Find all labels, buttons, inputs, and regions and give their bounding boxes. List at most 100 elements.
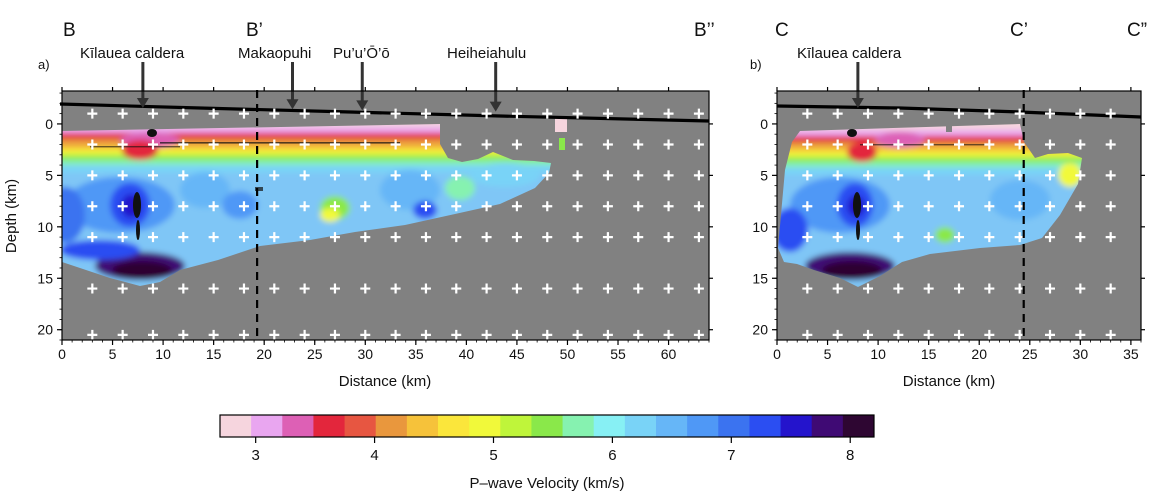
grid-node — [1105, 232, 1116, 243]
grid-node — [923, 108, 934, 119]
grid-node — [1014, 108, 1025, 119]
grid-node — [954, 329, 964, 340]
grid-node — [511, 170, 522, 181]
grid-node — [893, 139, 904, 150]
grid-node — [923, 329, 934, 340]
grid-node — [572, 139, 583, 150]
grid-node — [832, 232, 843, 243]
colorbar-swatch — [593, 415, 626, 437]
grid-node — [87, 232, 98, 243]
grid-node — [663, 170, 674, 181]
grid-node — [238, 283, 249, 294]
grid-node — [178, 170, 189, 181]
grid-node — [863, 170, 873, 181]
grid-node — [542, 139, 553, 150]
x-tick-label: 15 — [921, 346, 937, 362]
grid-node — [329, 232, 340, 243]
grid-node — [602, 170, 613, 181]
y-tick-label: 0 — [760, 116, 768, 132]
grid-node — [299, 283, 310, 294]
grid-node — [832, 329, 843, 340]
grid-node — [208, 170, 219, 181]
colorbar-tick-label: 4 — [370, 447, 378, 464]
grid-node — [954, 283, 964, 294]
grid-node — [832, 139, 843, 150]
panel-a-grid-nodes — [87, 108, 704, 340]
grid-node — [984, 170, 995, 181]
feature-arrow-head — [136, 98, 149, 108]
grid-node — [299, 201, 310, 212]
grid-node — [1045, 232, 1055, 243]
grid-node — [572, 170, 583, 181]
grid-node — [178, 139, 189, 150]
colorbar-tick-label: 5 — [489, 447, 497, 464]
x-tick-label: 30 — [357, 346, 373, 362]
grid-node — [238, 232, 249, 243]
grid-node — [451, 139, 462, 150]
grid-node — [451, 283, 462, 294]
grid-node — [542, 108, 553, 119]
grid-node — [984, 232, 995, 243]
grid-node — [269, 170, 280, 181]
grid-node — [663, 283, 674, 294]
colorbar-swatch — [562, 415, 595, 437]
feature-arrow-head — [851, 98, 864, 108]
grid-node — [923, 201, 934, 212]
grid-node — [481, 201, 492, 212]
colorbar-swatch — [282, 415, 314, 437]
x-tick-label: 10 — [155, 346, 171, 362]
grid-node — [1075, 201, 1086, 212]
colorbar-swatches — [220, 415, 875, 437]
grid-node — [802, 201, 813, 212]
grid-node — [390, 283, 401, 294]
x-tick-label: 45 — [509, 346, 525, 362]
grid-node — [511, 329, 522, 340]
grid-node — [269, 329, 280, 340]
grid-node — [329, 283, 340, 294]
x-tick-label: 40 — [459, 346, 475, 362]
grid-node — [542, 283, 553, 294]
grid-node — [208, 232, 219, 243]
grid-node — [147, 329, 158, 340]
grid-node — [1075, 108, 1086, 119]
grid-node — [420, 329, 431, 340]
grid-node — [663, 139, 674, 150]
grid-node — [693, 329, 704, 340]
colorbar-swatch — [842, 415, 875, 437]
colorbar-swatch — [438, 415, 470, 437]
grid-node — [238, 201, 249, 212]
grid-node — [299, 108, 310, 119]
grid-node — [802, 329, 813, 340]
grid-node — [893, 108, 904, 119]
x-tick-label: 35 — [1123, 346, 1139, 362]
grid-node — [420, 201, 431, 212]
y-tick-label: 10 — [752, 219, 768, 235]
grid-node — [954, 170, 964, 181]
feature-arrow-head — [489, 101, 502, 112]
x-tick-label: 20 — [256, 346, 272, 362]
grid-node — [633, 201, 644, 212]
grid-node — [863, 232, 873, 243]
grid-node — [923, 170, 934, 181]
panel-a-label: a) — [38, 57, 50, 72]
grid-node — [1105, 329, 1116, 340]
panel-a-seismicity — [90, 129, 400, 240]
grid-node — [832, 108, 843, 119]
grid-node — [329, 139, 340, 150]
panel-b-corner-end: C” — [1127, 20, 1147, 41]
grid-node — [984, 201, 995, 212]
panel-a-ticks: 0 5 10 15 20 25 30 35 40 45 50 55 60 0 5 10 15 20 — [37, 87, 713, 362]
colorbar-tick-label: 7 — [727, 447, 735, 464]
y-tick-label: 15 — [752, 270, 768, 286]
panel-a-corner-mid: B’ — [246, 20, 263, 41]
y-tick-label: 5 — [760, 167, 768, 183]
grid-node — [832, 170, 843, 181]
grid-node — [147, 201, 158, 212]
grid-node — [863, 108, 873, 119]
grid-node — [802, 139, 813, 150]
grid-node — [893, 201, 904, 212]
colorbar-swatch — [531, 415, 564, 437]
grid-node — [802, 108, 813, 119]
grid-node — [1075, 283, 1086, 294]
grid-node — [481, 170, 492, 181]
